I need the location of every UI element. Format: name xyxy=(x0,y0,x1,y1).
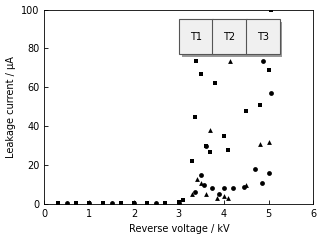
Point xyxy=(64,201,69,205)
Point xyxy=(214,196,220,200)
Point xyxy=(203,144,208,148)
Point xyxy=(241,185,246,188)
Point xyxy=(243,183,249,186)
Point xyxy=(199,173,204,177)
Text: T3: T3 xyxy=(257,32,269,42)
Point xyxy=(131,201,137,205)
Point xyxy=(203,144,208,148)
Point xyxy=(193,59,198,63)
Point xyxy=(203,192,208,196)
Point xyxy=(118,201,123,205)
Point xyxy=(257,103,262,107)
Point xyxy=(259,181,264,185)
Point xyxy=(266,68,271,72)
Point xyxy=(208,128,213,132)
Point xyxy=(199,181,204,185)
Point xyxy=(199,72,204,76)
Point xyxy=(210,186,215,190)
Point xyxy=(109,201,114,205)
Point xyxy=(109,201,114,205)
Point xyxy=(190,159,195,163)
FancyBboxPatch shape xyxy=(179,19,213,54)
Point xyxy=(154,201,159,205)
FancyBboxPatch shape xyxy=(248,22,282,57)
Point xyxy=(212,82,217,85)
Text: T2: T2 xyxy=(223,32,236,42)
Point xyxy=(221,186,226,190)
Text: T1: T1 xyxy=(190,32,202,42)
Point xyxy=(163,201,168,205)
Point xyxy=(154,201,159,205)
X-axis label: Reverse voltage / kV: Reverse voltage / kV xyxy=(128,224,229,234)
Point xyxy=(268,91,273,95)
Point xyxy=(131,201,137,205)
Point xyxy=(55,201,60,205)
Point xyxy=(208,150,213,153)
FancyBboxPatch shape xyxy=(182,22,216,57)
Point xyxy=(194,177,199,181)
Point xyxy=(87,201,92,205)
Point xyxy=(257,142,262,146)
Point xyxy=(226,148,231,151)
Point xyxy=(87,201,92,205)
Point xyxy=(145,201,150,205)
Point xyxy=(226,196,231,200)
Point xyxy=(266,171,271,175)
Point xyxy=(221,194,226,198)
Point xyxy=(221,134,226,138)
Point xyxy=(201,183,206,186)
Point xyxy=(176,201,181,205)
Point xyxy=(100,201,105,205)
FancyBboxPatch shape xyxy=(246,19,280,54)
Point xyxy=(217,192,222,196)
Point xyxy=(73,201,78,205)
Point xyxy=(64,201,69,205)
Point xyxy=(260,59,265,63)
Point xyxy=(243,109,249,113)
Point xyxy=(192,114,197,118)
Point xyxy=(266,140,271,144)
Point xyxy=(131,201,137,205)
Point xyxy=(190,192,195,196)
FancyBboxPatch shape xyxy=(215,22,249,57)
Point xyxy=(227,59,232,63)
Point xyxy=(230,186,235,190)
Point xyxy=(270,43,276,47)
Point xyxy=(194,50,199,54)
Y-axis label: Leakage current / μA: Leakage current / μA xyxy=(5,56,15,158)
Point xyxy=(268,8,273,12)
FancyBboxPatch shape xyxy=(213,19,247,54)
Point xyxy=(181,198,186,202)
Point xyxy=(192,190,197,194)
Point xyxy=(176,200,181,204)
Point xyxy=(176,201,181,205)
Point xyxy=(252,167,258,171)
Point xyxy=(87,201,92,205)
Point xyxy=(270,47,276,50)
